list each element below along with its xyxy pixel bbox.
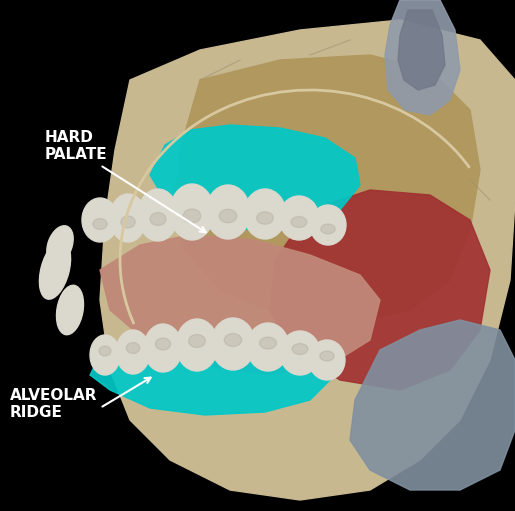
Ellipse shape	[320, 351, 334, 361]
Ellipse shape	[99, 346, 111, 356]
Ellipse shape	[126, 342, 140, 354]
Ellipse shape	[40, 241, 71, 299]
Polygon shape	[150, 125, 360, 230]
Ellipse shape	[183, 209, 201, 223]
Ellipse shape	[121, 216, 135, 228]
Ellipse shape	[93, 219, 107, 229]
Polygon shape	[350, 320, 515, 490]
Ellipse shape	[110, 194, 146, 242]
Ellipse shape	[260, 337, 277, 349]
Polygon shape	[270, 190, 490, 390]
Ellipse shape	[138, 189, 178, 241]
Text: ALVEOLAR
RIDGE: ALVEOLAR RIDGE	[10, 388, 97, 421]
Ellipse shape	[144, 324, 182, 372]
Text: HARD
PALATE: HARD PALATE	[45, 130, 108, 162]
Ellipse shape	[57, 285, 83, 335]
Ellipse shape	[82, 198, 118, 242]
Polygon shape	[100, 235, 380, 375]
Polygon shape	[385, 0, 460, 115]
Ellipse shape	[279, 196, 319, 240]
Ellipse shape	[211, 318, 255, 370]
Ellipse shape	[206, 185, 250, 239]
Ellipse shape	[224, 334, 242, 346]
Ellipse shape	[170, 184, 214, 240]
Polygon shape	[90, 345, 330, 415]
Ellipse shape	[188, 335, 205, 347]
Ellipse shape	[292, 343, 308, 355]
Ellipse shape	[47, 226, 73, 264]
Ellipse shape	[156, 338, 170, 350]
Polygon shape	[100, 20, 515, 500]
Ellipse shape	[309, 340, 345, 380]
Ellipse shape	[280, 331, 320, 375]
Ellipse shape	[176, 319, 218, 371]
Polygon shape	[175, 55, 480, 325]
Ellipse shape	[150, 213, 166, 225]
Ellipse shape	[90, 335, 120, 375]
Ellipse shape	[219, 209, 237, 223]
Ellipse shape	[291, 217, 307, 227]
Ellipse shape	[244, 189, 286, 239]
Polygon shape	[398, 10, 445, 90]
Ellipse shape	[116, 330, 150, 374]
Ellipse shape	[310, 205, 346, 245]
Ellipse shape	[321, 224, 335, 234]
Ellipse shape	[247, 323, 289, 371]
Ellipse shape	[256, 212, 273, 224]
